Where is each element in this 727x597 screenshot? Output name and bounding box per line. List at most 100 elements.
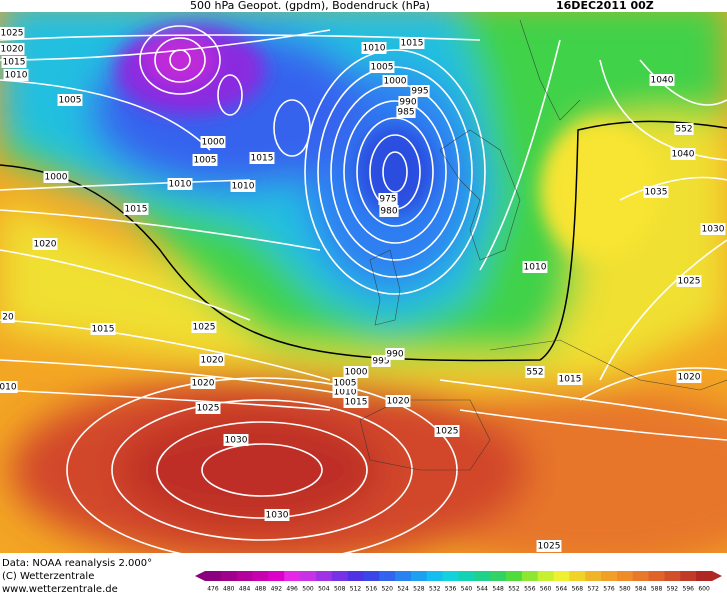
isobar bbox=[139, 25, 221, 95]
isobar-label-bg bbox=[190, 377, 216, 389]
isobar-label-bg bbox=[0, 43, 25, 55]
isobar-label-box: 1020 bbox=[385, 395, 411, 407]
isobar-label-box: 1020 bbox=[0, 43, 25, 55]
isobar bbox=[382, 151, 408, 193]
colorbar-label: 488 bbox=[255, 586, 267, 593]
isobar bbox=[439, 379, 727, 421]
isobar-label: 1015 bbox=[125, 205, 148, 215]
isobar-label-box: 1025 bbox=[536, 540, 562, 552]
colorbar-label: 544 bbox=[477, 586, 489, 593]
isobar-label-bg bbox=[674, 123, 694, 135]
isobar-label: 1015 bbox=[3, 58, 26, 68]
isobar bbox=[0, 209, 321, 251]
colorbar-swatch bbox=[537, 571, 555, 581]
isobar-label: 990 bbox=[399, 98, 416, 108]
isobar-label: 1015 bbox=[345, 398, 368, 408]
isobar-label: 1020 bbox=[201, 356, 224, 366]
isobar bbox=[0, 179, 251, 191]
footer-copyright: (C) Wetterzentrale bbox=[2, 571, 94, 582]
colorbar: 476 480 484 488 492 496 500 504 508 512 516 520 524 5… bbox=[195, 571, 722, 593]
colorbar-label: 584 bbox=[635, 586, 647, 593]
isobar-label-box: 1030 bbox=[223, 434, 249, 446]
isobar-label-box: 1015 bbox=[557, 373, 583, 385]
colorbar-swatch bbox=[474, 571, 491, 581]
isobar-label-bg bbox=[191, 321, 217, 333]
isobar-label-box: 1005 bbox=[57, 94, 83, 106]
isobar-label-bg bbox=[0, 27, 25, 39]
map-date: 16DEC2011 00Z bbox=[556, 0, 654, 12]
isobar-label: 1005 bbox=[194, 156, 217, 166]
isobar-label-bg bbox=[90, 323, 116, 335]
isobar-label: 990 bbox=[386, 350, 403, 360]
colorbar-label: 600 bbox=[698, 586, 710, 593]
isobar bbox=[0, 389, 331, 411]
isobar-label: 1020 bbox=[192, 379, 215, 389]
isobar-label-box: 1005 bbox=[332, 377, 358, 389]
isobar bbox=[0, 79, 211, 151]
isobar-label-box: 1000 bbox=[43, 171, 69, 183]
isobar-label-bg bbox=[522, 261, 548, 273]
colorbar-label: 480 bbox=[223, 586, 235, 593]
isobar-label-bg bbox=[200, 136, 226, 148]
isobar-label-bg bbox=[249, 152, 275, 164]
isobar-label-box: 010 bbox=[0, 381, 18, 393]
isobar-label-bg bbox=[192, 154, 218, 166]
isobar-label-bg bbox=[361, 42, 387, 54]
isobar-label: 1005 bbox=[334, 379, 357, 389]
isobar bbox=[356, 117, 434, 227]
colorbar-label: 548 bbox=[492, 586, 504, 593]
colorbar-swatch bbox=[585, 571, 602, 581]
isobar bbox=[0, 249, 251, 321]
isobar bbox=[639, 59, 727, 106]
isobar bbox=[0, 29, 331, 61]
isobar-label-box: 1010 bbox=[522, 261, 548, 273]
colorbar-swatch bbox=[458, 571, 475, 581]
isobar-label-bg bbox=[43, 171, 69, 183]
isobar bbox=[599, 239, 727, 381]
isobar-label: 1020 bbox=[34, 240, 57, 250]
isobar-label-bg bbox=[385, 348, 405, 360]
isobar-label-bg bbox=[398, 96, 418, 108]
colorbar-swatch bbox=[410, 571, 428, 581]
isobar-label: 995 bbox=[372, 357, 389, 367]
isobar bbox=[317, 66, 473, 278]
colorbar-swatch bbox=[331, 571, 349, 581]
isobar bbox=[111, 399, 413, 541]
isobar-label-bg bbox=[123, 203, 149, 215]
colorbar-arrow-right bbox=[712, 571, 722, 581]
isobar-label: 975 bbox=[379, 195, 396, 205]
isobar-label: 1030 bbox=[702, 225, 725, 235]
isobar-label: 552 bbox=[526, 368, 543, 378]
colorbar-swatch bbox=[252, 571, 269, 581]
isobar-label: 980 bbox=[380, 207, 397, 217]
isobar bbox=[343, 100, 447, 244]
isobar bbox=[599, 59, 727, 161]
isobar bbox=[217, 74, 243, 116]
colorbar-swatch bbox=[284, 571, 301, 581]
colorbar-swatch bbox=[347, 571, 364, 581]
isobar-label: 1010 bbox=[5, 71, 28, 81]
colorbar-swatch bbox=[664, 571, 681, 581]
isobar-label-box: 552 bbox=[674, 123, 694, 135]
field bbox=[0, 12, 727, 553]
isobar bbox=[0, 319, 331, 381]
colorbar-swatch bbox=[205, 571, 222, 581]
colorbar-label: 536 bbox=[445, 586, 457, 593]
isobar-label: 010 bbox=[0, 383, 17, 393]
isobar-label-bg bbox=[343, 396, 369, 408]
isobar-label-bg bbox=[32, 238, 58, 250]
colorbar-swatch bbox=[363, 571, 380, 581]
isobar-label-bg bbox=[643, 186, 669, 198]
isobar-label-box: 1025 bbox=[676, 275, 702, 287]
isobar-label-box: 1010 bbox=[230, 180, 256, 192]
isobar-label-bg bbox=[343, 366, 369, 378]
isobar bbox=[459, 409, 727, 441]
colorbar-label: 572 bbox=[587, 586, 599, 593]
colorbar-label: 580 bbox=[619, 586, 631, 593]
colorbar-label: 504 bbox=[318, 586, 330, 593]
isobar-label-box: 1015 bbox=[399, 37, 425, 49]
colorbar-swatch bbox=[426, 571, 444, 581]
colorbar-label: 476 bbox=[207, 586, 219, 593]
isobar-label-bg bbox=[434, 425, 460, 437]
